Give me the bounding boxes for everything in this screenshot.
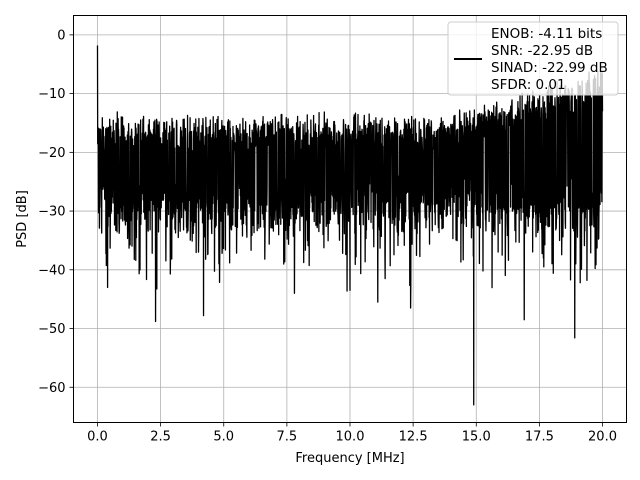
- legend-sfdr: SFDR: 0.01: [491, 77, 566, 93]
- legend-snr: SNR: -22.95 dB: [491, 43, 593, 59]
- y-tick-label: 0: [57, 28, 65, 43]
- x-tick-label: 0.0: [87, 430, 108, 445]
- y-tick-label: −60: [38, 381, 65, 396]
- legend-enob: ENOB: -4.11 bits: [491, 26, 602, 42]
- x-tick-label: 7.5: [277, 430, 298, 445]
- x-tick-label: 20.0: [588, 430, 617, 445]
- tick-layer: 0.0 2.5 5.0 7.5 10.0 12.5 15.0 17.5 20.0 0 −10 −20 −…: [38, 28, 617, 444]
- x-tick-label: 15.0: [462, 430, 491, 445]
- x-axis-label: Frequency [MHz]: [295, 451, 404, 466]
- legend: ENOB: -4.11 bits SNR: -22.95 dB SINAD: -…: [447, 21, 619, 96]
- y-tick-label: −30: [38, 205, 65, 220]
- x-tick-label: 17.5: [525, 430, 554, 445]
- y-tick-label: −20: [38, 146, 65, 161]
- y-tick-label: −50: [38, 322, 65, 337]
- legend-box: [447, 21, 619, 96]
- y-tick-label: −10: [38, 87, 65, 102]
- x-tick-label: 5.0: [213, 430, 234, 445]
- x-tick-label: 12.5: [399, 430, 428, 445]
- data-layer: [96, 45, 604, 406]
- y-tick-label: −40: [38, 263, 65, 278]
- psd-series-line: [96, 45, 604, 406]
- x-tick-label: 10.0: [336, 430, 365, 445]
- legend-sinad: SINAD: -22.99 dB: [491, 60, 608, 76]
- x-tick-label: 2.5: [150, 430, 171, 445]
- y-axis-label: PSD [dB]: [15, 190, 30, 248]
